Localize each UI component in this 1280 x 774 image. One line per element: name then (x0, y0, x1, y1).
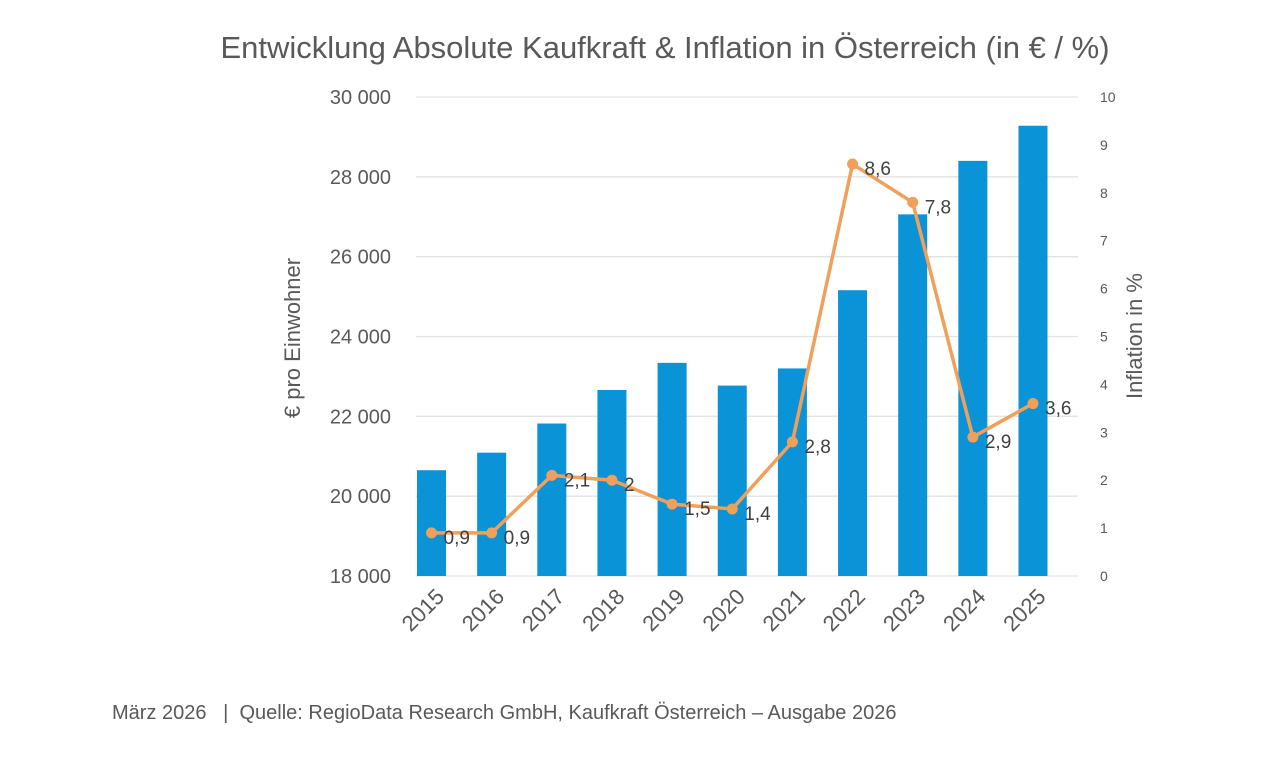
data-label-2023: 7,8 (925, 197, 951, 218)
point-2019 (666, 498, 678, 510)
left-axis-ticks: 18 000 20 000 22 000 24 000 26 000 28 000 30 0… (330, 87, 391, 588)
data-label-2018: 2 (624, 475, 635, 496)
x-tick-label: 2017 (517, 584, 569, 636)
right-tick-label: 10 (1100, 89, 1116, 105)
right-tick-label: 4 (1100, 376, 1108, 392)
right-tick-label: 3 (1100, 424, 1108, 440)
data-label-2016: 0,9 (504, 528, 530, 549)
bar-2015 (417, 470, 446, 576)
bar-series (417, 125, 1048, 577)
left-tick-label: 24 000 (330, 327, 391, 349)
left-tick-label: 20 000 (330, 486, 391, 508)
chart-title: Entwicklung Absolute Kaufkraft & Inflati… (220, 30, 1109, 65)
right-tick-label: 1 (1100, 520, 1108, 536)
x-tick-label: 2025 (998, 584, 1050, 636)
bar-2023 (898, 214, 928, 577)
left-tick-label: 22 000 (330, 406, 391, 428)
data-label-2019: 1,5 (684, 499, 710, 520)
left-tick-label: 26 000 (330, 247, 391, 269)
x-tick-label: 2021 (758, 584, 810, 636)
bar-2020 (717, 385, 747, 576)
bar-2019 (657, 362, 687, 576)
point-2016 (486, 527, 498, 539)
point-2021 (786, 436, 798, 448)
point-2022 (847, 158, 859, 170)
data-label-2017: 2,1 (564, 470, 590, 491)
point-2018 (606, 474, 618, 486)
point-2024 (967, 431, 979, 443)
footer-source: März 2026 | Quelle: RegioData Research G… (112, 702, 896, 724)
line-series: 0,9 0,9 2,1 2 1,5 1,4 2,8 8,6 7,8 2,9 3,6 (426, 158, 1071, 549)
left-axis-label: € pro Einwohner (280, 258, 305, 418)
left-tick-label: 28 000 (330, 167, 391, 189)
right-tick-label: 7 (1100, 233, 1108, 249)
x-tick-label: 2019 (637, 584, 689, 636)
x-tick-label: 2015 (397, 584, 449, 636)
x-tick-label: 2018 (577, 584, 629, 636)
point-2020 (726, 503, 738, 515)
x-tick-label: 2023 (878, 584, 930, 636)
right-tick-label: 5 (1100, 329, 1108, 345)
left-tick-label: 18 000 (330, 566, 391, 588)
x-axis-ticks: 2015 2016 2017 2018 2019 2020 2021 2022 2023 2024… (397, 584, 1051, 636)
point-2023 (907, 196, 919, 208)
bar-2017 (537, 423, 567, 576)
point-2017 (546, 469, 558, 481)
point-2015 (426, 527, 437, 539)
right-tick-label: 6 (1100, 281, 1108, 297)
right-tick-label: 8 (1100, 185, 1108, 201)
x-tick-label: 2022 (818, 584, 870, 636)
right-axis-label: Inflation in % (1122, 273, 1147, 399)
data-label-2020: 1,4 (744, 504, 771, 525)
x-tick-label: 2016 (457, 584, 509, 636)
right-tick-label: 9 (1100, 137, 1108, 153)
left-tick-label: 30 000 (330, 87, 391, 109)
data-label-2022: 8,6 (865, 159, 891, 180)
x-tick-label: 2020 (697, 584, 749, 636)
right-tick-label: 0 (1100, 568, 1108, 584)
data-label-2021: 2,8 (804, 437, 830, 458)
bar-2022 (838, 290, 868, 576)
bar-2024 (958, 160, 988, 576)
right-axis-ticks: 0 1 2 3 4 5 6 7 8 9 10 (1100, 89, 1116, 584)
data-label-2015: 0,9 (444, 528, 470, 549)
bar-2025 (1018, 125, 1048, 577)
point-2025 (1027, 398, 1039, 410)
right-tick-label: 2 (1100, 472, 1108, 488)
x-tick-label: 2024 (938, 584, 990, 636)
data-label-2024: 2,9 (985, 432, 1011, 453)
data-label-2025: 3,6 (1045, 399, 1071, 420)
gridlines (416, 96, 1078, 577)
bar-2016 (477, 452, 507, 576)
